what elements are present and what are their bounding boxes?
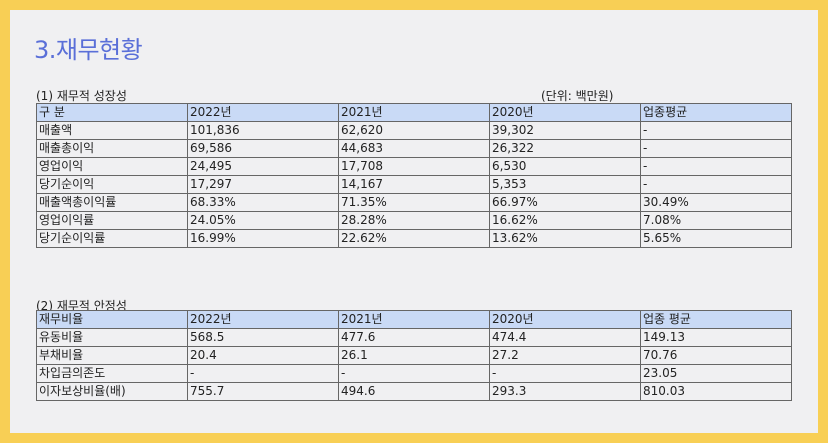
table-cell: - xyxy=(640,157,792,176)
stability-caption: (2) 재무적 안정성 xyxy=(36,299,127,313)
table-cell: 당기순이익 xyxy=(36,175,188,194)
unit-caption: (단위: 백만원) xyxy=(541,89,614,103)
table-cell: 유동비율 xyxy=(36,328,188,347)
table-row: 영업이익률 24.05% 28.28% 16.62% 7.08% xyxy=(36,211,792,230)
table-cell: 68.33% xyxy=(187,193,339,212)
table-cell: 16.62% xyxy=(489,211,641,230)
table-cell: 영업이익 xyxy=(36,157,188,176)
table-cell: 17,708 xyxy=(338,157,490,176)
table-cell: 30.49% xyxy=(640,193,792,212)
table-cell: - xyxy=(640,175,792,194)
growth-caption: (1) 재무적 성장성 xyxy=(36,89,127,103)
table-cell: 101,836 xyxy=(187,121,339,140)
table-cell: - xyxy=(489,364,641,383)
column-header: 2020년 xyxy=(489,310,641,329)
table-cell: 매출총이익 xyxy=(36,139,188,158)
column-header: 구 분 xyxy=(36,103,188,122)
table-cell: 13.62% xyxy=(489,229,641,248)
document-page: 3.재무현황 (1) 재무적 성장성 (단위: 백만원) 구 분 2022년 202… xyxy=(10,10,818,433)
table-cell: 26.1 xyxy=(338,346,490,365)
table-cell: 6,530 xyxy=(489,157,641,176)
table-cell: 영업이익률 xyxy=(36,211,188,230)
table-cell: 293.3 xyxy=(489,382,641,401)
table-cell: 24.05% xyxy=(187,211,339,230)
table-row: 이자보상비율(배) 755.7 494.6 293.3 810.03 xyxy=(36,382,792,401)
table-cell: 당기순이익률 xyxy=(36,229,188,248)
growth-table: 구 분 2022년 2021년 2020년 업종평균 매출액 101,836 62,620 39… xyxy=(36,103,792,248)
table-cell: 66.97% xyxy=(489,193,641,212)
table-cell: 23.05 xyxy=(640,364,792,383)
table-cell: 매출액총이익률 xyxy=(36,193,188,212)
column-header: 2020년 xyxy=(489,103,641,122)
table-row: 유동비율 568.5 477.6 474.4 149.13 xyxy=(36,328,792,347)
table-cell: 22.62% xyxy=(338,229,490,248)
table-cell: 44,683 xyxy=(338,139,490,158)
table-cell: 755.7 xyxy=(187,382,339,401)
column-header: 재무비율 xyxy=(36,310,188,329)
column-header: 업종 평균 xyxy=(640,310,792,329)
table-cell: - xyxy=(187,364,339,383)
table-cell: 이자보상비율(배) xyxy=(36,382,188,401)
column-header: 2022년 xyxy=(187,103,339,122)
table-cell: 27.2 xyxy=(489,346,641,365)
table-cell: 7.08% xyxy=(640,211,792,230)
table-cell: - xyxy=(640,121,792,140)
table-cell: 16.99% xyxy=(187,229,339,248)
table-header-row: 구 분 2022년 2021년 2020년 업종평균 xyxy=(36,103,792,122)
table-cell: - xyxy=(640,139,792,158)
table-cell: 5,353 xyxy=(489,175,641,194)
table-cell: 26,322 xyxy=(489,139,641,158)
table-cell: 17,297 xyxy=(187,175,339,194)
column-header: 업종평균 xyxy=(640,103,792,122)
table-cell: 69,586 xyxy=(187,139,339,158)
table-row: 매출액 101,836 62,620 39,302- xyxy=(36,121,792,140)
table-cell: 494.6 xyxy=(338,382,490,401)
table-cell: 62,620 xyxy=(338,121,490,140)
table-row: 매출액총이익률 68.33% 71.35% 66.97% 30.49% xyxy=(36,193,792,212)
table-cell: 24,495 xyxy=(187,157,339,176)
column-header: 2022년 xyxy=(187,310,339,329)
table-cell: - xyxy=(338,364,490,383)
table-row: 당기순이익률 16.99% 22.62% 13.62% 5.65% xyxy=(36,229,792,248)
table-cell: 매출액 xyxy=(36,121,188,140)
stability-table: 재무비율 2022년 2021년 2020년 업종 평균 유동비율 568.5 477.6 47… xyxy=(36,310,792,401)
table-cell: 568.5 xyxy=(187,328,339,347)
table-row: 매출총이익 69,586 44,683 26,322- xyxy=(36,139,792,158)
table-cell: 71.35% xyxy=(338,193,490,212)
table-cell: 14,167 xyxy=(338,175,490,194)
table-cell: 477.6 xyxy=(338,328,490,347)
table-cell: 28.28% xyxy=(338,211,490,230)
table-cell: 부채비율 xyxy=(36,346,188,365)
table-row: 차입금의존도 - - -23.05 xyxy=(36,364,792,383)
column-header: 2021년 xyxy=(338,310,490,329)
table-row: 부채비율 20.4 26.1 27.2 70.76 xyxy=(36,346,792,365)
table-cell: 70.76 xyxy=(640,346,792,365)
page-title: 3.재무현황 xyxy=(34,36,143,64)
column-header: 2021년 xyxy=(338,103,490,122)
table-cell: 5.65% xyxy=(640,229,792,248)
table-cell: 149.13 xyxy=(640,328,792,347)
table-cell: 39,302 xyxy=(489,121,641,140)
table-cell: 474.4 xyxy=(489,328,641,347)
table-row: 당기순이익 17,297 14,167 5,353- xyxy=(36,175,792,194)
table-cell: 20.4 xyxy=(187,346,339,365)
table-row: 영업이익 24,495 17,708 6,530- xyxy=(36,157,792,176)
table-header-row: 재무비율 2022년 2021년 2020년 업종 평균 xyxy=(36,310,792,329)
table-cell: 차입금의존도 xyxy=(36,364,188,383)
table-cell: 810.03 xyxy=(640,382,792,401)
